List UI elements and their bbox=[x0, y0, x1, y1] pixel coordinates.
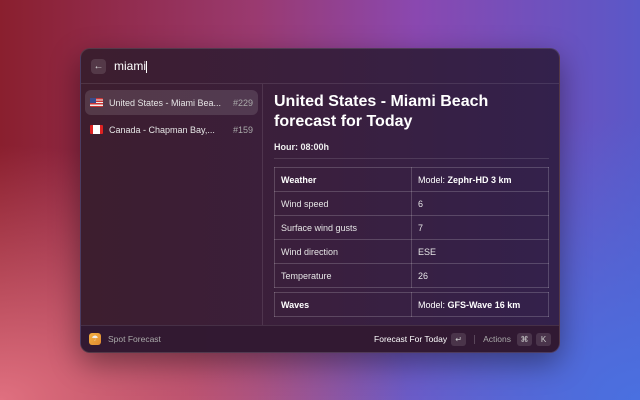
k-key: K bbox=[536, 332, 551, 346]
row-value: 6 bbox=[411, 191, 549, 216]
row-value: 26 bbox=[411, 263, 549, 288]
model-label: Model: bbox=[418, 299, 448, 310]
hour-label: Hour: 08:00h bbox=[274, 142, 549, 159]
list-item[interactable]: Canada - Chapman Bay,... #159 bbox=[85, 117, 258, 142]
arrow-left-icon[interactable]: ← bbox=[91, 58, 106, 74]
us-flag-icon bbox=[90, 98, 103, 107]
footer-bar: ☂ Spot Forecast Forecast For Today ↵ Act… bbox=[81, 325, 559, 352]
row-value: ESE bbox=[411, 239, 549, 264]
waves-header: Waves bbox=[274, 292, 412, 317]
enter-key-icon: ↵ bbox=[451, 332, 467, 346]
item-label: Canada - Chapman Bay,... bbox=[109, 124, 215, 135]
app-window: ← miami United States - Miami Bea... #22… bbox=[80, 48, 560, 353]
item-id: #159 bbox=[232, 124, 253, 135]
app-icon: ☂ bbox=[89, 333, 101, 345]
weather-model: Model: Zephr-HD 3 km bbox=[411, 167, 549, 192]
table-row: Temperature 26 bbox=[274, 263, 549, 288]
row-label: Wind speed bbox=[274, 191, 412, 216]
weather-header: Weather bbox=[274, 167, 412, 192]
actions-button[interactable]: Actions bbox=[483, 334, 511, 344]
search-bar: ← miami bbox=[81, 49, 559, 84]
table-row: Wind speed 6 bbox=[274, 191, 549, 216]
waves-model: Model: GFS-Wave 16 km bbox=[411, 292, 549, 317]
row-value: 7 bbox=[411, 215, 549, 240]
row-label: Surface wind gusts bbox=[274, 215, 412, 240]
model-value: GFS-Wave 16 km bbox=[447, 299, 521, 310]
detail-pane: United States - Miami Beach forecast for… bbox=[264, 84, 559, 325]
forecast-table: Weather Model: Zephr-HD 3 km Wind speed 6… bbox=[274, 167, 549, 317]
primary-action-button[interactable]: Forecast For Today bbox=[374, 334, 448, 344]
table-row: Surface wind gusts 7 bbox=[274, 215, 549, 240]
search-input[interactable]: miami bbox=[114, 59, 146, 73]
results-list: United States - Miami Bea... #229 Canada… bbox=[81, 84, 263, 325]
model-label: Model: bbox=[418, 174, 448, 185]
command-key-icon: ⌘ bbox=[517, 332, 532, 346]
row-label: Wind direction bbox=[274, 239, 412, 264]
divider bbox=[474, 334, 476, 344]
row-label: Temperature bbox=[274, 263, 412, 288]
list-item[interactable]: United States - Miami Bea... #229 bbox=[85, 90, 258, 115]
table-row: Wind direction ESE bbox=[274, 239, 549, 264]
item-id: #229 bbox=[232, 97, 253, 108]
table-header-row: Waves Model: GFS-Wave 16 km bbox=[274, 292, 549, 317]
item-label: United States - Miami Bea... bbox=[109, 97, 222, 108]
table-header-row: Weather Model: Zephr-HD 3 km bbox=[274, 167, 549, 192]
model-value: Zephr-HD 3 km bbox=[447, 174, 512, 185]
page-title: United States - Miami Beach forecast for… bbox=[274, 93, 489, 130]
app-name: Spot Forecast bbox=[108, 334, 161, 344]
canada-flag-icon bbox=[90, 125, 103, 134]
